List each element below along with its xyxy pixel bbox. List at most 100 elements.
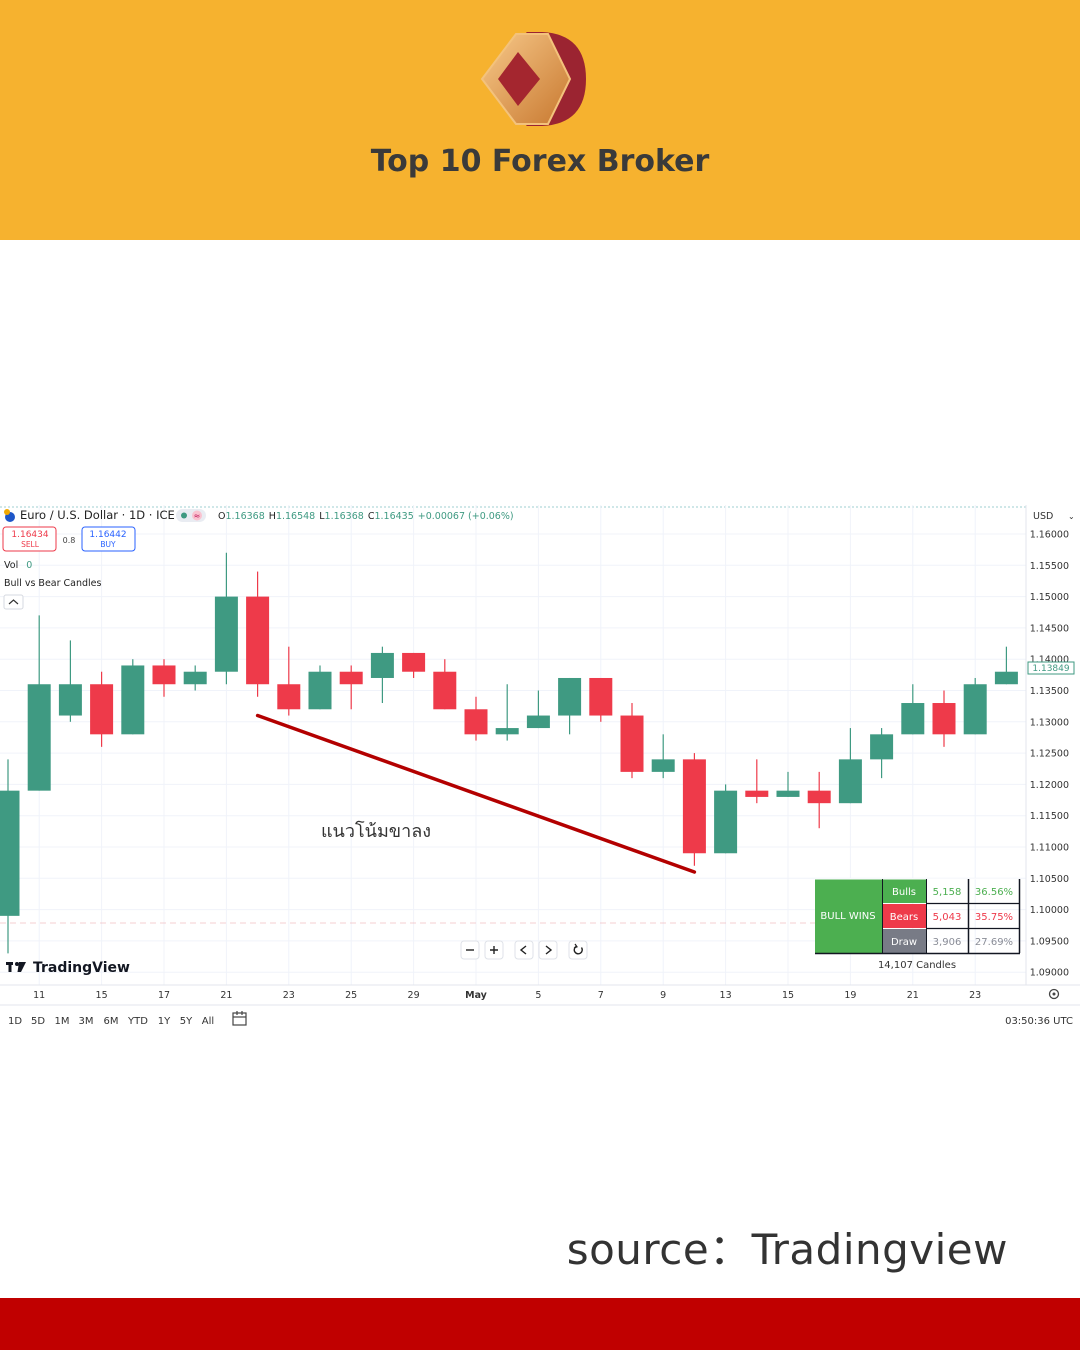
- candle-body: [246, 596, 270, 685]
- candle-body: [214, 596, 238, 672]
- broker-logo-icon: [480, 32, 586, 126]
- time-tick-label: 17: [158, 990, 170, 1001]
- current-price-label: 1.13849: [1032, 664, 1069, 674]
- bull-candle: [308, 665, 332, 710]
- time-tick-label: May: [465, 990, 488, 1001]
- downtrend-line[interactable]: [255, 713, 697, 874]
- chevron-left-icon: [519, 945, 527, 955]
- candle-body: [0, 790, 20, 916]
- verdict-label: BULL WINS: [820, 911, 875, 922]
- sell-button[interactable]: 1.16434 SELL: [2, 526, 57, 552]
- total-candles: 14,107 Candles: [878, 960, 956, 971]
- price-tick-label: 1.09500: [1030, 936, 1069, 947]
- scroll-right-button[interactable]: [538, 940, 558, 960]
- bull-candle: [495, 684, 519, 741]
- collapse-legend-button[interactable]: [3, 594, 24, 610]
- market-status-icon: ≈: [176, 509, 206, 522]
- tradingview-logo-icon: [6, 962, 26, 972]
- buy-label: BUY: [100, 540, 116, 549]
- bear-candle: [339, 665, 363, 710]
- bull-candle: [58, 640, 82, 722]
- candle-body: [370, 652, 394, 678]
- range-button-5y[interactable]: 5Y: [180, 1016, 193, 1027]
- scroll-left-button[interactable]: [514, 940, 534, 960]
- range-button-1y[interactable]: 1Y: [158, 1016, 171, 1027]
- range-button-5d[interactable]: 5D: [31, 1016, 45, 1027]
- bull-candle: [838, 728, 862, 804]
- draw-label: Draw: [891, 937, 917, 948]
- candle-body: [901, 703, 925, 735]
- chart-navigation[interactable]: [460, 940, 588, 960]
- bull-candle: [870, 728, 894, 779]
- price-tick-label: 1.14500: [1030, 623, 1069, 634]
- chevron-up-icon: [8, 599, 19, 605]
- settings-gear-icon[interactable]: [1048, 988, 1060, 1000]
- range-selector[interactable]: 1D 5D 1M 3M 6M YTD 1Y 5Y All: [8, 1016, 214, 1027]
- currency-selector[interactable]: USD ⌄: [1033, 511, 1075, 522]
- trendline-label: แนวโน้มขาลง: [321, 820, 431, 842]
- candle-body: [932, 703, 956, 735]
- price-chart[interactable]: แนวโน้มขาลง 1.16000 1.15500 1.15000 1.14500…: [0, 505, 1080, 1033]
- buy-button[interactable]: 1.16442 BUY: [81, 526, 136, 552]
- bear-candle: [464, 696, 488, 741]
- time-tick-label: 13: [720, 990, 732, 1001]
- source-credit: source：Tradingview: [566, 1225, 1008, 1274]
- bull-candle: [558, 677, 582, 735]
- tradingview-watermark[interactable]: TradingView: [6, 960, 130, 976]
- chevron-down-icon: ⌄: [1068, 512, 1075, 521]
- bear-candle: [246, 571, 270, 697]
- candle-body: [433, 671, 457, 710]
- chevron-right-icon: [545, 945, 553, 955]
- utc-clock: 03:50:36 UTC: [1005, 1016, 1073, 1027]
- candle-body: [308, 671, 332, 710]
- price-tick-label: 1.11000: [1030, 843, 1069, 854]
- candle-body: [558, 677, 582, 716]
- bull-candle: [183, 665, 207, 691]
- bear-candle: [620, 703, 644, 779]
- symbol-header[interactable]: Euro / U.S. Dollar · 1D · ICE ≈ O1.16368…: [4, 508, 514, 522]
- time-tick-label: 19: [844, 990, 856, 1001]
- bull-candle: [994, 646, 1018, 685]
- range-button-1d[interactable]: 1D: [8, 1016, 22, 1027]
- range-button-1m[interactable]: 1M: [55, 1016, 70, 1027]
- range-button-6m[interactable]: 6M: [104, 1016, 119, 1027]
- bull-candle: [651, 734, 675, 779]
- range-button-3m[interactable]: 3M: [79, 1016, 94, 1027]
- bear-candle: [745, 759, 769, 804]
- time-tick-label: 29: [408, 990, 420, 1001]
- eurusd-flag-icon: [4, 509, 15, 522]
- candle-body: [277, 684, 301, 710]
- bear-candle: [277, 646, 301, 716]
- zoom-out-button[interactable]: [460, 940, 480, 960]
- candle-body: [27, 684, 51, 791]
- range-button-all[interactable]: All: [202, 1016, 214, 1027]
- price-tick-label: 1.15500: [1030, 561, 1069, 572]
- current-price-tag: 1.13849: [1027, 661, 1075, 675]
- time-tick-label: 9: [660, 990, 666, 1001]
- time-tick-label: 25: [345, 990, 357, 1001]
- price-tick-label: 1.13000: [1030, 717, 1069, 728]
- bear-candle: [932, 690, 956, 747]
- bull-candle: [526, 690, 550, 729]
- bull-candle: [121, 659, 145, 735]
- zoom-in-button[interactable]: [484, 940, 504, 960]
- time-tick-label: 23: [283, 990, 295, 1001]
- bulls-count: 5,158: [933, 887, 962, 898]
- price-tick-label: 1.15000: [1030, 592, 1069, 603]
- bear-candle: [90, 671, 114, 747]
- price-tick-label: 1.11500: [1030, 811, 1069, 822]
- candle-body: [58, 684, 82, 716]
- tradingview-wordmark: TradingView: [33, 960, 130, 976]
- reset-chart-button[interactable]: [568, 940, 588, 960]
- buy-price: 1.16442: [89, 530, 126, 540]
- price-axis[interactable]: 1.16000 1.15500 1.15000 1.14500 1.14000 1.135…: [1030, 530, 1069, 979]
- sell-label: SELL: [21, 540, 40, 549]
- range-button-ytd[interactable]: YTD: [127, 1016, 148, 1027]
- brand-title: Top 10 Forex Broker: [370, 144, 710, 179]
- price-tick-label: 1.10000: [1030, 905, 1069, 916]
- verdict-cell: [815, 879, 882, 953]
- candle-body: [526, 715, 550, 729]
- date-picker-icon[interactable]: [232, 1011, 247, 1026]
- time-axis[interactable]: 11 15 17 21 23 25 29 May 5 7 9 13 15 19 21 23: [33, 990, 981, 1001]
- time-tick-label: 23: [969, 990, 981, 1001]
